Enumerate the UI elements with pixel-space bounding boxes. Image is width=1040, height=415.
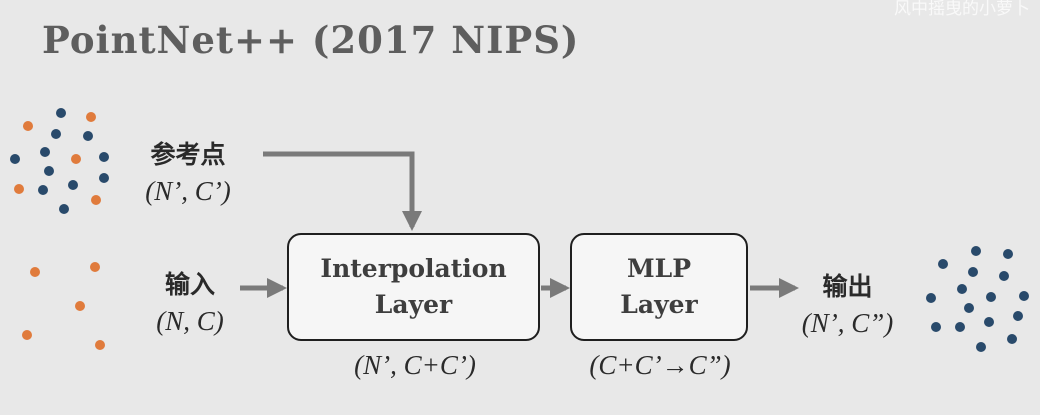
blue-point [59,204,69,214]
mlp-layer-line1: MLP [626,254,692,283]
input-label-text: 输入 [164,270,215,299]
interpolation-layer-line1: Interpolation [320,254,507,283]
blue-point [968,267,978,277]
orange-point [95,340,105,350]
blue-point [99,152,109,162]
mlp-layer-line2: Layer [620,290,698,319]
blue-point [68,180,78,190]
slide-title: PointNet++ (2017 NIPS) [42,18,580,62]
input-label: 输入 (N, C) [135,268,245,340]
blue-point [957,284,967,294]
orange-point [14,184,24,194]
blue-point [964,303,974,313]
blue-point [984,317,994,327]
blue-point [51,129,61,139]
blue-point [1013,311,1023,321]
mlp-layer-shape: (C+C’→C”) [589,350,731,380]
output-label: 输出 (N’, C”) [785,270,910,342]
blue-point [1003,249,1013,259]
interpolation-layer-box: Interpolation Layer [287,233,540,341]
blue-point [971,246,981,256]
blue-point [986,292,996,302]
mlp-layer-box: MLP Layer [570,233,748,341]
reference-label-text: 参考点 [150,140,226,169]
interpolation-layer-shape: (N’, C+C’) [354,350,476,380]
blue-point [40,147,50,157]
orange-point [23,121,33,131]
orange-point [75,301,85,311]
output-shape: (N’, C”) [801,308,894,338]
blue-point [10,154,20,164]
orange-point [90,262,100,272]
blue-point [38,185,48,195]
reference-to-interpolation-arrow [263,151,422,231]
reference-label: 参考点 (N’, C’) [128,138,248,210]
input-shape: (N, C) [156,306,224,336]
blue-point [44,166,54,176]
blue-point [1019,291,1029,301]
blue-point [938,259,948,269]
blue-point [83,131,93,141]
blue-point [56,108,66,118]
output-label-text: 输出 [822,272,873,301]
reference-point-cloud [10,108,109,214]
output-point-cloud [926,246,1029,352]
orange-point [86,112,96,122]
blue-point [99,173,109,183]
orange-point [30,267,40,277]
blue-point [955,322,965,332]
orange-point [71,154,81,164]
blue-point [976,342,986,352]
orange-point [22,330,32,340]
input-point-cloud [22,262,105,350]
reference-shape: (N’, C’) [145,176,231,206]
blue-point [926,293,936,303]
orange-point [91,195,101,205]
blue-point [1007,334,1017,344]
watermark: 风中摇曳的小萝卜 [894,0,1030,19]
blue-point [931,322,941,332]
blue-point [999,271,1009,281]
interpolation-layer-line2: Layer [374,290,453,319]
